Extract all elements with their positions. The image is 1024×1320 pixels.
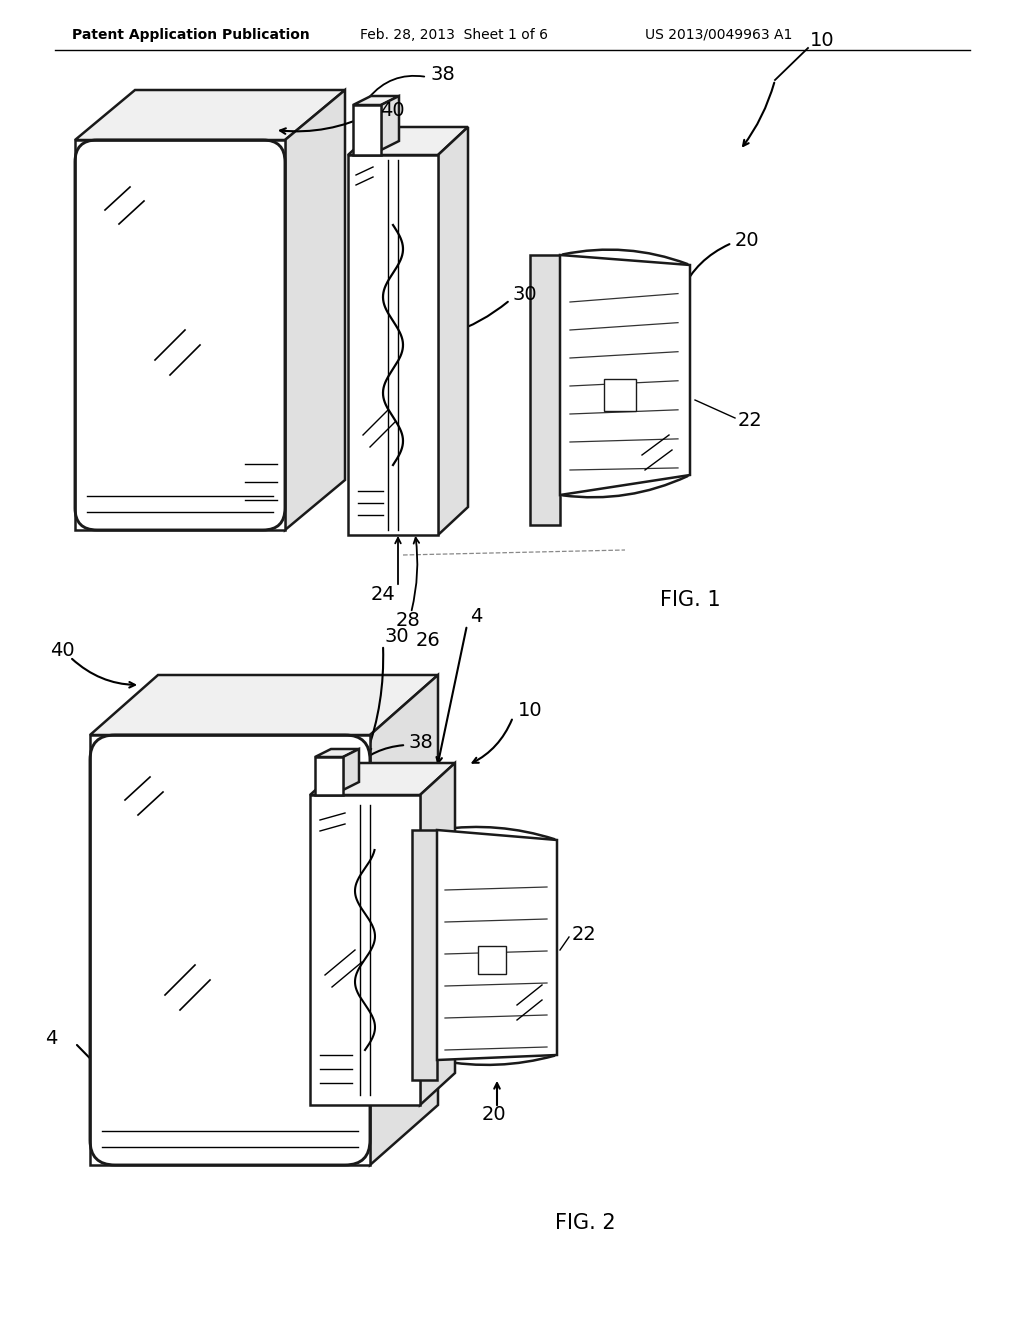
Polygon shape [437,830,557,1060]
Text: 10: 10 [518,701,543,719]
Text: 40: 40 [380,100,404,120]
Text: 38: 38 [431,66,456,84]
Text: 38: 38 [408,733,433,751]
Polygon shape [343,748,359,789]
Text: 4: 4 [45,1028,57,1048]
Text: 4: 4 [470,607,482,627]
Polygon shape [438,127,468,535]
Polygon shape [310,763,455,795]
Polygon shape [420,763,455,1105]
Text: 10: 10 [810,30,835,49]
Text: 24: 24 [371,586,395,605]
Polygon shape [478,946,506,974]
Polygon shape [75,90,345,140]
Polygon shape [412,830,437,1080]
Text: 30: 30 [385,627,410,647]
Polygon shape [75,140,285,531]
Polygon shape [90,735,370,1166]
Polygon shape [353,96,399,106]
Text: Patent Application Publication: Patent Application Publication [72,28,309,42]
Text: 30: 30 [513,285,538,305]
Polygon shape [348,154,438,535]
Polygon shape [560,255,690,495]
Polygon shape [315,748,359,756]
Text: 22: 22 [572,925,597,945]
Text: 26: 26 [416,631,440,649]
Polygon shape [353,106,381,154]
Text: 22: 22 [738,411,763,429]
Polygon shape [310,795,420,1105]
Polygon shape [90,675,438,735]
Text: 28: 28 [395,610,421,630]
Polygon shape [315,756,343,795]
Text: 20: 20 [482,1106,507,1125]
Text: Feb. 28, 2013  Sheet 1 of 6: Feb. 28, 2013 Sheet 1 of 6 [360,28,548,42]
Text: 20: 20 [735,231,760,249]
Polygon shape [381,96,399,150]
Polygon shape [530,255,560,525]
Text: 40: 40 [50,640,75,660]
Text: US 2013/0049963 A1: US 2013/0049963 A1 [645,28,793,42]
Polygon shape [604,379,636,411]
Text: FIG. 2: FIG. 2 [555,1213,615,1233]
Polygon shape [348,127,468,154]
Polygon shape [285,90,345,531]
Polygon shape [370,675,438,1166]
Text: FIG. 1: FIG. 1 [660,590,721,610]
